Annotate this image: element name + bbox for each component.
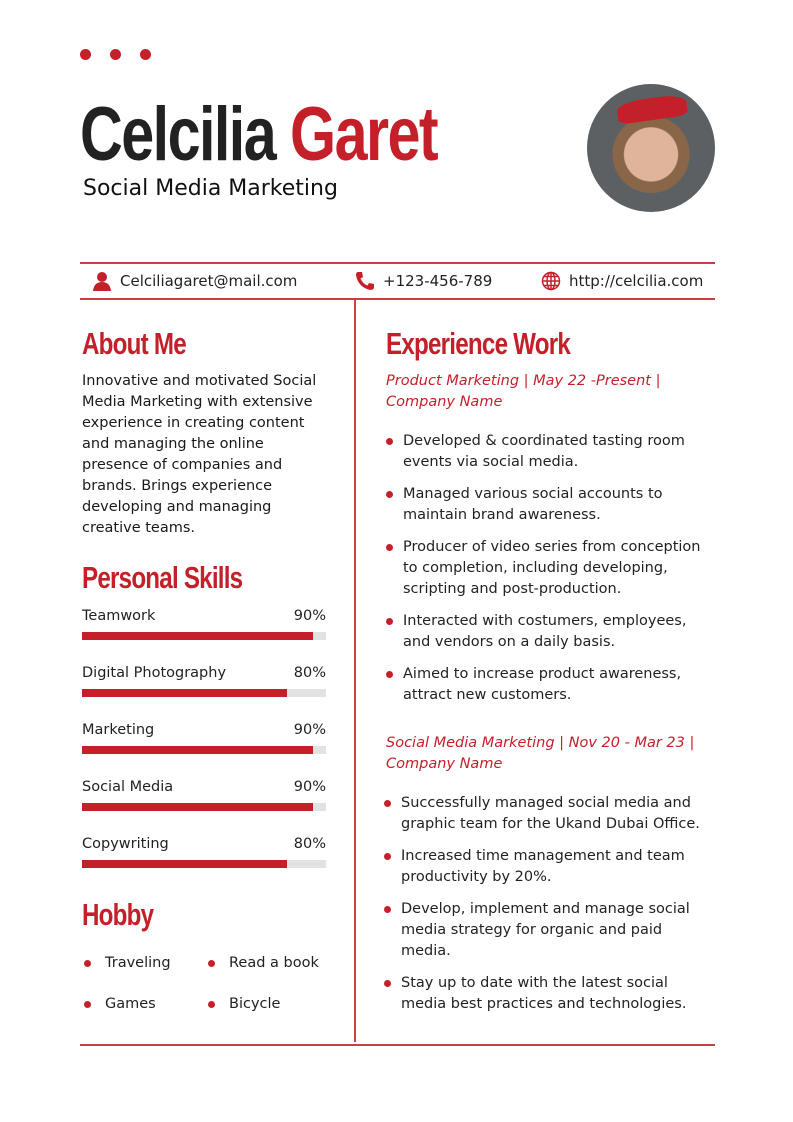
experience-heading: Experience Work	[386, 326, 571, 361]
decor-dot	[80, 49, 91, 60]
first-name: Celcilia	[80, 92, 277, 177]
decor-dot	[110, 49, 121, 60]
hobby-heading: Hobby	[82, 897, 154, 932]
skills-heading: Personal Skills	[82, 560, 243, 595]
job-title: Social Media Marketing	[83, 176, 338, 201]
job-bullet: Managed various social accounts to maint…	[386, 484, 716, 526]
job-title: Product Marketing | May 22 -Present | Co…	[386, 373, 661, 410]
skill-name: Teamwork	[82, 608, 156, 624]
user-icon	[93, 272, 111, 291]
job-bullet: Interacted with costumers, employees, an…	[386, 611, 716, 653]
skill-name: Copywriting	[82, 836, 169, 852]
last-name: Garet	[290, 92, 439, 177]
skill-name: Marketing	[82, 722, 155, 738]
divider	[80, 298, 715, 300]
job-bullets: Successfully managed social media and gr…	[384, 793, 714, 1026]
job-bullet: Develop, implement and manage social med…	[384, 899, 714, 962]
hobby-item: Traveling	[84, 955, 171, 971]
phone-icon	[356, 272, 374, 290]
website: http://celcilia.com	[569, 272, 704, 290]
job-bullet: Producer of video series from conception…	[386, 537, 716, 600]
divider	[80, 1044, 715, 1046]
job-bullet: Aimed to increase product awareness, att…	[386, 664, 716, 706]
skill-item: Teamwork 90%	[82, 608, 326, 640]
skill-bar	[82, 803, 326, 811]
decor-dot	[140, 49, 151, 60]
contact-email: Celciliagaret@mail.com	[92, 271, 297, 291]
hobby-item: Bicycle	[208, 996, 280, 1012]
about-text: Innovative and motivated Social Media Ma…	[82, 373, 317, 536]
skill-item: Digital Photography 80%	[82, 665, 326, 697]
skill-bar	[82, 689, 326, 697]
skill-percent: 80%	[293, 665, 326, 681]
skill-percent: 90%	[293, 779, 326, 795]
skill-item: Social Media 90%	[82, 779, 326, 811]
job-title: Social Media Marketing | Nov 20 - Mar 23…	[386, 735, 695, 772]
about-heading: About Me	[82, 326, 187, 361]
skill-bar	[82, 860, 326, 868]
skill-item: Marketing 90%	[82, 722, 326, 754]
skill-bar-fill	[82, 803, 313, 811]
skill-bar-fill	[82, 632, 313, 640]
hobby-item: Games	[84, 996, 156, 1012]
phone: +123-456-789	[383, 272, 493, 290]
contact-website: http://celcilia.com	[541, 271, 703, 291]
hobby-item: Read a book	[208, 955, 319, 971]
skill-bar	[82, 746, 326, 754]
profile-photo	[587, 84, 715, 212]
email: Celciliagaret@mail.com	[120, 272, 298, 290]
skill-name: Digital Photography	[82, 665, 227, 681]
skill-bar-fill	[82, 746, 313, 754]
skill-percent: 80%	[293, 836, 326, 852]
globe-icon	[541, 271, 561, 291]
name: Celcilia Garet	[80, 92, 439, 178]
job-bullet: Stay up to date with the latest social m…	[384, 973, 714, 1015]
skill-bar-fill	[82, 689, 287, 697]
divider	[80, 262, 715, 264]
job-bullet: Increased time management and team produ…	[384, 846, 714, 888]
column-divider	[354, 300, 356, 1042]
skill-percent: 90%	[293, 722, 326, 738]
skill-name: Social Media	[82, 779, 174, 795]
job-bullets: Developed & coordinated tasting room eve…	[386, 431, 716, 717]
skill-item: Copywriting 80%	[82, 836, 326, 868]
skill-percent: 90%	[293, 608, 326, 624]
skill-bar-fill	[82, 860, 287, 868]
job-bullet: Successfully managed social media and gr…	[384, 793, 714, 835]
skill-bar	[82, 632, 326, 640]
contact-phone: +123-456-789	[355, 271, 492, 291]
job-bullet: Developed & coordinated tasting room eve…	[386, 431, 716, 473]
